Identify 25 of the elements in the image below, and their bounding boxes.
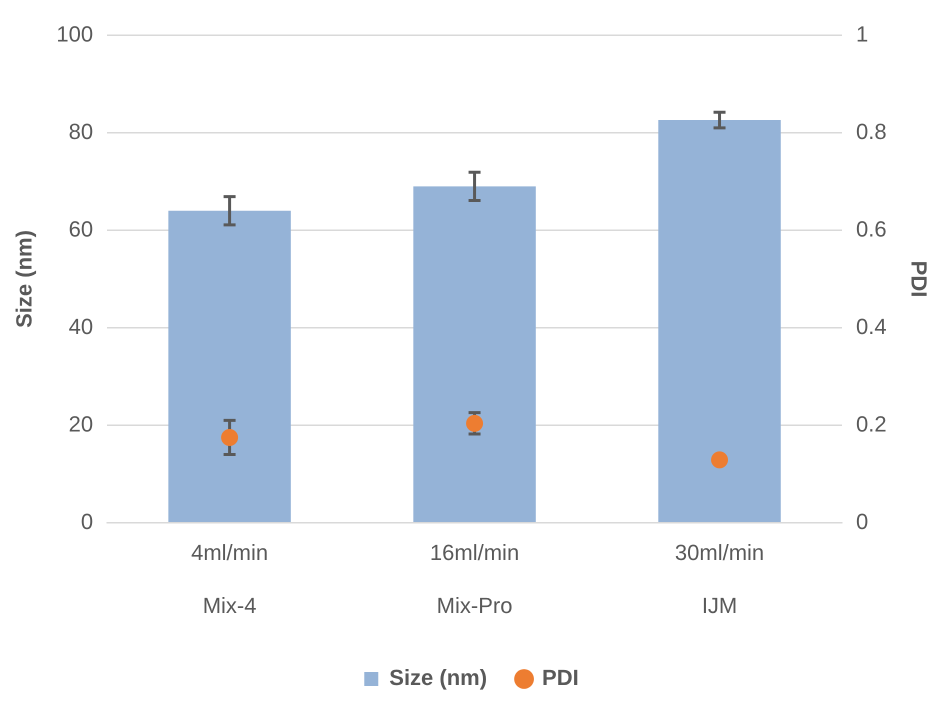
category-label: 16ml/min Mix-Pro [430,540,520,618]
legend-label: PDI [542,665,579,690]
bar [658,120,781,522]
category-label: 4ml/min Mix-4 [191,540,268,618]
point [711,451,728,468]
y2-axis-title: PDI [906,260,932,298]
y2-tick-label: 0.6 [856,216,887,242]
bar [413,186,536,522]
bar [168,210,291,522]
y2-tick-label: 0.2 [856,411,887,436]
y-tick-label: 0 [80,508,94,534]
point [221,428,238,446]
point [466,414,484,432]
y2-tick-label: 0 [856,508,868,534]
y-tick-label: 60 [68,216,94,242]
y2-tick-label: 0.8 [856,118,887,144]
y-tick-label: 20 [68,411,94,436]
y-tick-label: 100 [56,21,94,46]
y-tick-label: 40 [68,314,94,339]
legend-label: Size (nm) [389,665,488,690]
y2-tick-label: 1 [856,21,868,46]
y2-tick-label: 0.4 [856,314,887,339]
category-label: 30ml/min IJM [674,540,764,618]
y-tick-label: 80 [68,118,94,144]
y-axis-title: Size (nm) [11,230,36,328]
